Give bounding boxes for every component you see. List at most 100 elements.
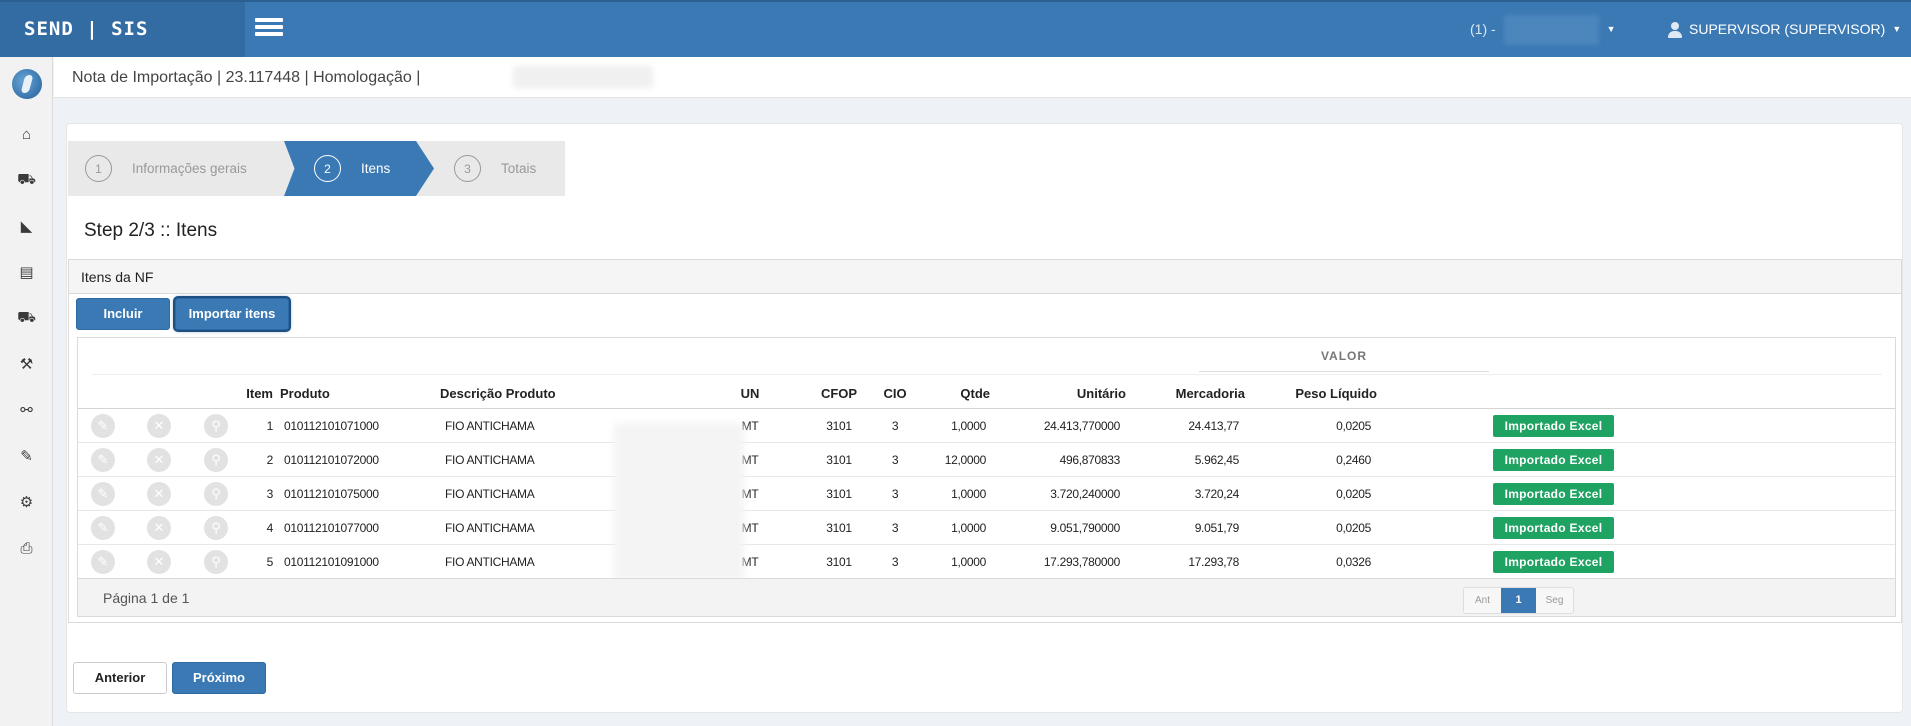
sidebar-item-truck[interactable]: ⛟ <box>0 295 53 341</box>
col-header-cio[interactable]: CIO <box>883 386 907 401</box>
search-icon[interactable]: ⚲ <box>204 516 228 540</box>
table-row[interactable]: ✎ ✕ ⚲ 3 010112101075000 FIO ANTICHAMA MT 3101 3 1… <box>78 477 1895 511</box>
cell-un: MT <box>741 521 759 535</box>
edit-icon[interactable]: ✎ <box>91 482 115 506</box>
cell-cio: 3 <box>891 487 899 501</box>
status-badge: Importado Excel <box>1493 415 1614 437</box>
pager-page-1[interactable]: 1 <box>1501 588 1536 613</box>
page-info: Página 1 de 1 <box>103 590 190 606</box>
cell-cfop: 3101 <box>826 419 852 433</box>
status-badge: Importado Excel <box>1493 551 1614 573</box>
cell-cfop: 3101 <box>826 555 852 569</box>
col-header-unitario[interactable]: Unitário <box>1076 386 1126 401</box>
sidebar-item-binoculars[interactable]: ⚯ <box>0 387 53 433</box>
wrench-icon: ✎ <box>20 448 33 465</box>
cell-peso: 0,0205 <box>1336 521 1371 535</box>
status-badge: Importado Excel <box>1493 517 1614 539</box>
cell-cio: 3 <box>891 419 899 433</box>
cell-un: MT <box>741 487 759 501</box>
wizard-step-itens-active[interactable]: 2 Itens <box>284 141 434 196</box>
cell-mercadoria: 9.051,79 <box>1194 521 1240 535</box>
caret-down-icon: ▼ <box>1892 24 1902 34</box>
wizard-step-totais[interactable]: 3 Totais <box>454 141 536 196</box>
sidebar-item-wrench[interactable]: ✎ <box>0 433 53 479</box>
user-label: SUPERVISOR (SUPERVISOR) <box>1689 21 1886 37</box>
pager-next-button[interactable]: Seg <box>1536 588 1573 613</box>
step-label: Totais <box>501 161 537 176</box>
search-icon[interactable]: ⚲ <box>204 482 228 506</box>
items-grid: VALOR Item Produto Descrição Produto UN … <box>77 337 1896 617</box>
col-header-cfop[interactable]: CFOP <box>820 386 858 401</box>
sidebar-item-gavel[interactable]: ⚒ <box>0 341 53 387</box>
col-header-item[interactable]: Item <box>246 386 273 401</box>
newspaper-icon: ▤ <box>19 264 34 281</box>
edit-icon[interactable]: ✎ <box>91 448 115 472</box>
delete-icon[interactable]: ✕ <box>147 414 171 438</box>
table-row[interactable]: ✎ ✕ ⚲ 4 010112101077000 FIO ANTICHAMA MT 3101 3 1… <box>78 511 1895 545</box>
cell-descricao: FIO ANTICHAMA <box>445 419 535 433</box>
col-header-produto[interactable]: Produto <box>280 386 330 401</box>
anterior-button[interactable]: Anterior <box>73 662 167 694</box>
top-navbar: SEND | SIS (1) - ▼ SUPERVISOR (SUPERVISO… <box>0 0 1911 57</box>
delete-icon[interactable]: ✕ <box>147 448 171 472</box>
wizard-step-informacoes-gerais[interactable]: 1 Informações gerais <box>85 141 247 196</box>
menu-toggle-icon[interactable] <box>255 18 283 40</box>
cell-cfop: 3101 <box>826 521 852 535</box>
search-icon[interactable]: ⚲ <box>204 414 228 438</box>
table-row[interactable]: ✎ ✕ ⚲ 1 010112101071000 FIO ANTICHAMA MT 3101 3 1… <box>78 409 1895 443</box>
table-row[interactable]: ✎ ✕ ⚲ 2 010112101072000 FIO ANTICHAMA MT 3101 3 1… <box>78 443 1895 477</box>
cell-unitario: 9.051,790000 <box>1050 521 1120 535</box>
step-label: Itens <box>361 161 391 176</box>
incluir-button[interactable]: Incluir <box>76 298 170 330</box>
page-header: Nota de Importação | 23.117448 | Homolog… <box>54 57 1911 98</box>
edit-icon[interactable]: ✎ <box>91 516 115 540</box>
sidebar-item-newspaper[interactable]: ▤ <box>0 249 53 295</box>
truck-icon: ⛟ <box>17 170 36 188</box>
importar-itens-button[interactable]: Importar itens <box>175 298 289 330</box>
sidebar-item-area-chart[interactable]: ◣ <box>0 203 53 249</box>
area-chart-icon: ◣ <box>20 218 33 235</box>
cell-cio: 3 <box>891 555 899 569</box>
pager-prev-button[interactable]: Ant <box>1464 588 1501 613</box>
col-header-peso-liquido[interactable]: Peso Líquido <box>1295 386 1377 401</box>
company-select[interactable]: (1) - ▼ <box>1470 2 1616 57</box>
sidebar-item-print[interactable]: ⎙ <box>0 525 53 571</box>
sidebar-item-cogs[interactable]: ⚙ <box>0 479 53 525</box>
table-row[interactable]: ✎ ✕ ⚲ 5 010112101091000 FIO ANTICHAMA MT 3101 3 1… <box>78 545 1895 579</box>
col-header-mercadoria[interactable]: Mercadoria <box>1175 386 1245 401</box>
sidebar-item-truck[interactable]: ⛟ <box>0 157 53 203</box>
print-icon: ⎙ <box>20 539 33 557</box>
status-badge: Importado Excel <box>1493 483 1614 505</box>
cell-produto: 010112101075000 <box>284 487 379 501</box>
edit-icon[interactable]: ✎ <box>91 414 115 438</box>
breadcrumb: Nota de Importação | 23.117448 | Homolog… <box>72 69 421 86</box>
brand-logo[interactable]: SEND | SIS <box>0 2 245 57</box>
col-header-un[interactable]: UN <box>740 386 760 401</box>
search-icon[interactable]: ⚲ <box>204 448 228 472</box>
delete-icon[interactable]: ✕ <box>147 482 171 506</box>
cell-mercadoria: 5.962,45 <box>1194 453 1240 467</box>
search-icon[interactable]: ⚲ <box>204 550 228 574</box>
cell-produto: 010112101077000 <box>284 521 379 535</box>
pagination: Ant 1 Seg <box>1463 587 1574 614</box>
cell-mercadoria: 3.720,24 <box>1194 487 1240 501</box>
col-header-qtde[interactable]: Qtde <box>960 386 990 401</box>
company-label: (1) - <box>1470 21 1496 37</box>
cell-un: MT <box>741 453 759 467</box>
cell-unitario: 17.293,780000 <box>1043 555 1120 569</box>
cell-qtde: 1,0000 <box>951 555 986 569</box>
cell-descricao: FIO ANTICHAMA <box>445 453 535 467</box>
proximo-button[interactable]: Próximo <box>172 662 266 694</box>
col-header-descricao[interactable]: Descrição Produto <box>440 386 556 401</box>
delete-icon[interactable]: ✕ <box>147 550 171 574</box>
user-icon <box>1668 21 1682 38</box>
user-menu[interactable]: SUPERVISOR (SUPERVISOR) ▼ <box>1668 2 1901 57</box>
caret-down-icon: ▼ <box>1606 24 1616 34</box>
cell-item: 5 <box>266 555 274 569</box>
sidebar-item-home[interactable]: ⌂ <box>0 111 53 157</box>
redacted-text <box>513 66 653 88</box>
delete-icon[interactable]: ✕ <box>147 516 171 540</box>
edit-icon[interactable]: ✎ <box>91 550 115 574</box>
cell-unitario: 3.720,240000 <box>1050 487 1120 501</box>
items-section: Itens da NF Incluir Importar itens VALOR… <box>68 259 1902 623</box>
